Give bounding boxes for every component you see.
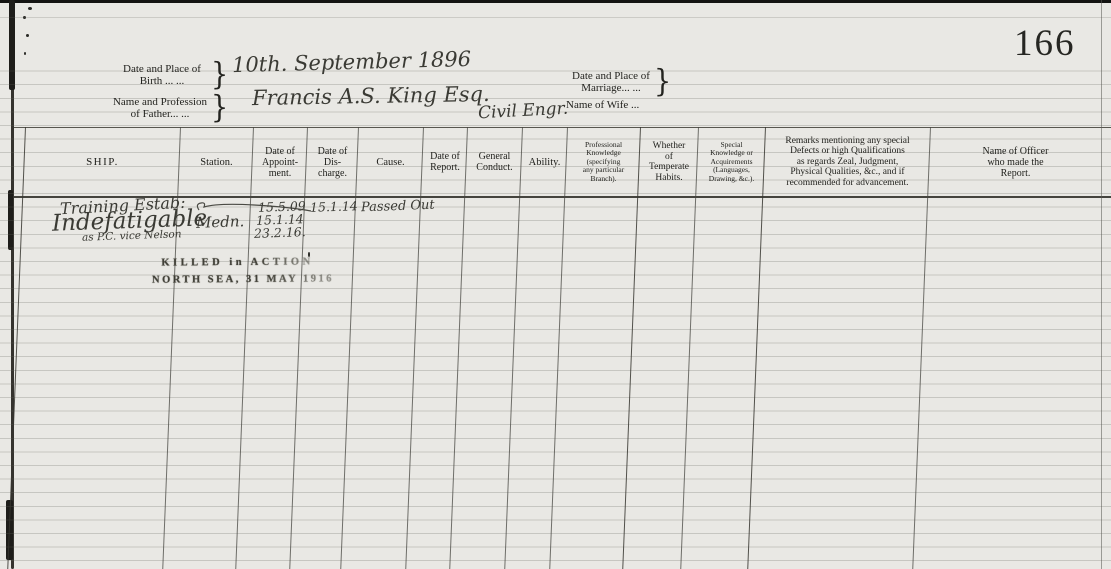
entry-cause-passed-out: Passed Out	[360, 197, 435, 216]
column-header-ability: Ability.	[528, 156, 561, 168]
entry-appointment-date-3: 23.2.16.	[253, 224, 306, 241]
ink-speck	[24, 52, 26, 55]
wife-label: Name of Wife ...	[566, 99, 640, 111]
column-header-ship: SHIP.	[86, 156, 119, 168]
column-header-cause: Cause.	[376, 156, 405, 168]
killed-in-action-stamp-line2: NORTH SEA, 31 MAY 1916	[151, 273, 334, 286]
binding-blob	[8, 190, 13, 250]
father-brace: }	[211, 89, 229, 126]
marriage-label: Date and Place of Marriage... ...	[572, 70, 650, 94]
ink-speck	[26, 34, 29, 37]
birth-label: Date and Place of Birth ... ...	[123, 63, 201, 87]
ditto-flourish	[196, 202, 312, 212]
entry-station-medn: Medn.	[195, 212, 245, 232]
father-label: Name and Profession of Father... ...	[112, 96, 208, 120]
column-header-officer-name: Name of Officer who made the Report.	[982, 145, 1049, 179]
ink-speck	[23, 16, 26, 19]
birth-brace: }	[211, 56, 229, 93]
birth-value-handwriting: 10th. September 1896	[231, 46, 472, 78]
column-header-professional-knowledge: Professional Knowledge (specifying any p…	[582, 139, 625, 183]
entry-ship-note: as P.C. vice Nelson	[81, 228, 182, 244]
father-value-handwriting: Francis A.S. King Esq.	[251, 81, 490, 111]
binding-blob	[9, 0, 15, 90]
father-profession-handwriting: Civil Engr.	[477, 98, 569, 124]
column-header-special-knowledge: Special Knowledge or Acquirements (Langu…	[708, 139, 755, 183]
column-header-temperate-habits: Whether of Temperate Habits.	[649, 141, 689, 183]
table-right-border	[1101, 0, 1102, 569]
ledger-rule	[0, 17, 1111, 18]
ink-speck	[28, 7, 32, 10]
page-number: 166	[1014, 23, 1076, 64]
column-header-date-of-report: Date of Report.	[430, 151, 460, 173]
entry-discharge-date-1: 15.1.14	[309, 198, 358, 215]
killed-in-action-stamp-line1: KILLED in ACTION	[161, 256, 314, 269]
scan-top-edge	[0, 0, 1111, 3]
column-header-remarks: Remarks mentioning any special Defects o…	[785, 135, 910, 188]
column-header-station: Station.	[200, 156, 233, 168]
column-header-general-conduct: General Conduct.	[476, 151, 513, 173]
marriage-brace: }	[654, 63, 672, 100]
ink-speck	[308, 252, 310, 257]
column-header-date-of-appointment: Date of Appoint- ment.	[261, 145, 299, 179]
binding-blob	[6, 500, 13, 560]
column-header-date-of-discharge: Date of Dis- charge.	[317, 145, 348, 179]
